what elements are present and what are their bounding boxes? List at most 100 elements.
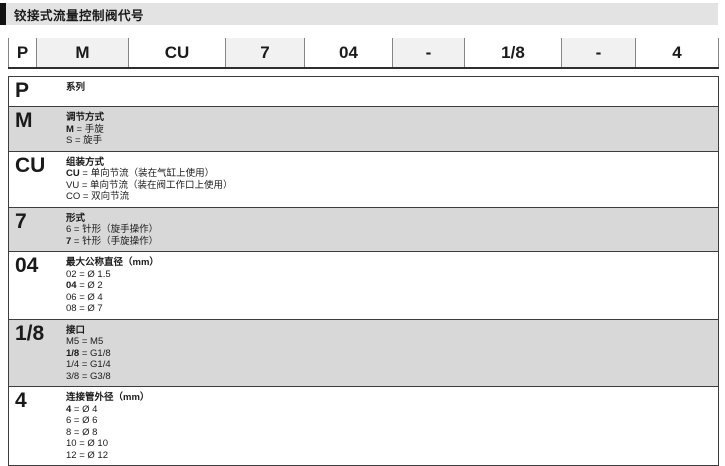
- row-code-value: 7: [15, 209, 27, 233]
- option-separator: =: [71, 403, 83, 415]
- code-segment-7: 1/8: [464, 38, 561, 67]
- option-separator: =: [73, 123, 85, 135]
- option-description: Ø 8: [82, 426, 98, 438]
- option-key: 8: [66, 426, 72, 438]
- option-key: 4: [66, 403, 72, 415]
- option-key: 04: [66, 280, 77, 291]
- option-description: G1/4: [90, 359, 111, 370]
- option-separator: =: [76, 291, 88, 303]
- row-heading: 组装方式: [66, 156, 105, 168]
- code-segment-8: -: [561, 38, 635, 67]
- option-line: 3/8 = G3/8: [66, 371, 712, 383]
- option-line: 04 = Ø 2: [66, 280, 712, 292]
- option-line: 08 = Ø 7: [66, 303, 712, 315]
- option-key: 12: [66, 449, 77, 461]
- option-line: 10 = Ø 10: [66, 438, 712, 450]
- option-key: VU: [66, 179, 80, 191]
- option-line: 6 = Ø 6: [66, 415, 712, 427]
- option-separator: =: [76, 449, 88, 461]
- code-row-5: 04 最大公称直径（mm） 02 = Ø 1.5 04 = Ø 2 06 = Ø 4 08…: [9, 251, 718, 319]
- code-segment-1: P: [8, 38, 36, 67]
- option-line: 8 = Ø 8: [66, 427, 712, 439]
- page-title: 铰接式流量控制阀代号: [14, 8, 145, 23]
- option-key: M5: [66, 336, 80, 347]
- option-description: Ø 7: [87, 303, 103, 314]
- option-separator: =: [80, 191, 92, 202]
- section-title-bar: 铰接式流量控制阀代号: [0, 3, 718, 25]
- option-key: 7: [66, 235, 72, 247]
- option-line: M = 手旋: [66, 124, 712, 136]
- code-segment-5: 04: [304, 38, 392, 67]
- option-key: CO: [66, 191, 81, 202]
- option-separator: =: [71, 224, 83, 235]
- option-key: S: [66, 135, 73, 146]
- row-heading: 系列: [66, 82, 86, 93]
- title-marker-bar: [0, 3, 6, 25]
- option-description: 针形（手旋操作）: [82, 235, 159, 247]
- row-description: 形式 6 = 针形（旋手操作） 7 = 针形（手旋操作）: [66, 208, 718, 252]
- option-description: 单向节流（装在气缸上使用）: [90, 168, 215, 179]
- option-description: G1/8: [90, 347, 111, 359]
- code-row-4: 7 形式 6 = 针形（旋手操作） 7 = 针形（手旋操作）: [9, 206, 718, 252]
- option-separator: =: [79, 370, 91, 382]
- option-line: 02 = Ø 1.5: [66, 269, 712, 281]
- code-explanation-table: P 系列 M 调节方式 M = 手旋 S = 旋手 CU 组装方式 CU = 单向节流（装在气缸…: [8, 76, 719, 466]
- option-key: 6: [66, 415, 72, 426]
- option-description: 针形（旋手操作）: [82, 224, 159, 235]
- option-separator: =: [71, 235, 83, 247]
- option-line: 4 = Ø 4: [66, 404, 712, 416]
- code-row-1: P 系列: [9, 77, 718, 106]
- option-key: CU: [66, 168, 80, 179]
- row-heading: 调节方式: [66, 112, 105, 123]
- code-row-3: CU 组装方式 CU = 单向节流（装在气缸上使用） VU = 单向节流（装在阀工作口…: [9, 150, 718, 207]
- option-key: 1/8: [66, 347, 80, 359]
- option-description: 手旋: [84, 123, 104, 135]
- row-heading: 连接管外径（mm）: [66, 392, 150, 403]
- option-key: 1/4: [66, 359, 80, 370]
- row-heading: 最大公称直径（mm）: [66, 257, 159, 268]
- code-segment-4: 7: [225, 38, 304, 67]
- ordering-code-bar: P M CU 7 04-1/8-4: [8, 38, 719, 69]
- option-separator: =: [71, 415, 83, 426]
- row-code-value: P: [15, 79, 30, 102]
- row-code-value: 1/8: [15, 321, 45, 345]
- option-key: 6: [66, 224, 72, 235]
- row-code-value: 4: [15, 389, 27, 412]
- option-key: M: [66, 123, 74, 135]
- option-description: Ø 2: [87, 280, 103, 291]
- option-line: 1/8 = G1/8: [66, 348, 712, 360]
- option-description: Ø 6: [82, 415, 98, 426]
- option-description: 旋手: [83, 135, 103, 146]
- code-segment-3: CU: [128, 38, 225, 67]
- row-heading: 形式: [66, 212, 86, 224]
- option-separator: =: [79, 336, 91, 347]
- option-description: G3/8: [90, 370, 111, 382]
- option-line: 06 = Ø 4: [66, 292, 712, 304]
- option-separator: =: [71, 426, 83, 438]
- option-key: 10: [66, 438, 77, 449]
- option-description: Ø 1.5: [87, 268, 111, 280]
- row-description: 调节方式 M = 手旋 S = 旋手: [66, 107, 718, 151]
- option-line: M5 = M5: [66, 336, 712, 348]
- row-code-value: CU: [15, 153, 46, 177]
- code-segment-2: M: [36, 38, 128, 67]
- option-separator: =: [79, 347, 91, 359]
- code-row-2: M 调节方式 M = 手旋 S = 旋手: [9, 106, 718, 151]
- option-description: Ø 4: [82, 403, 98, 415]
- option-line: CO = 双向节流: [66, 191, 712, 203]
- code-row-6: 1/8 接口 M5 = M5 1/8 = G1/8 1/4 = G1/4 3/8 = G3…: [9, 318, 718, 387]
- option-separator: =: [76, 268, 88, 280]
- option-line: S = 旋手: [66, 135, 712, 147]
- option-separator: =: [79, 359, 91, 370]
- option-key: 3/8: [66, 370, 80, 382]
- row-heading: 接口: [66, 324, 86, 336]
- row-description: 系列: [66, 77, 718, 106]
- option-separator: =: [72, 135, 84, 146]
- option-separator: =: [79, 179, 91, 191]
- option-separator: =: [79, 168, 91, 179]
- row-description: 接口 M5 = M5 1/8 = G1/8 1/4 = G1/4 3/8 = G3/8: [66, 320, 718, 387]
- code-segment-6: -: [392, 38, 464, 67]
- option-line: 7 = 针形（手旋操作）: [66, 236, 712, 248]
